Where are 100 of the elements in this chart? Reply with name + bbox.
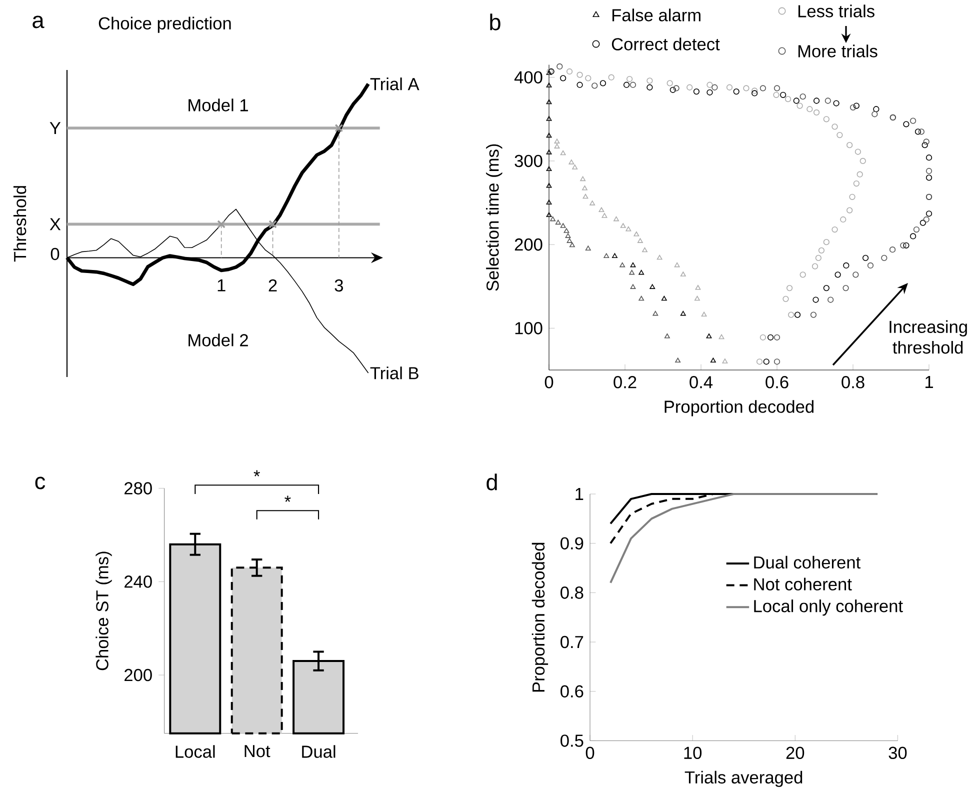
point [582, 185, 588, 190]
point [694, 296, 700, 301]
point [620, 262, 626, 268]
point [718, 334, 724, 340]
y-tick-label: 0.8 [560, 586, 584, 599]
point [850, 104, 856, 111]
text: b [490, 14, 500, 30]
x-tick-label: 1 [218, 279, 226, 292]
point [794, 312, 801, 318]
y-tick-label: 240 [124, 576, 152, 588]
point [788, 312, 794, 318]
point [853, 102, 860, 109]
point [813, 109, 820, 116]
point [546, 99, 552, 104]
point [642, 247, 648, 252]
x-tick-label: 0.4 [690, 376, 713, 388]
point [926, 168, 932, 174]
point [566, 238, 572, 243]
point [580, 176, 586, 182]
x-tick-label: 2 [268, 279, 277, 292]
text: a [32, 16, 44, 28]
point [629, 270, 635, 275]
point [566, 68, 573, 75]
point [823, 239, 830, 246]
point [856, 171, 863, 178]
y-tick-label: 280 [124, 482, 152, 494]
point [763, 358, 770, 365]
point [555, 220, 561, 225]
point [560, 75, 566, 82]
point [726, 84, 733, 90]
point [546, 82, 552, 88]
point [656, 254, 662, 260]
point [670, 86, 676, 93]
point [560, 223, 566, 228]
point [585, 75, 592, 82]
point [576, 72, 583, 78]
point [836, 132, 843, 138]
point [592, 82, 598, 89]
legend-label: Not coherent [754, 578, 852, 590]
x-tick-label: 1 [926, 376, 933, 388]
point [852, 272, 859, 278]
text: 0 [50, 248, 60, 260]
point [774, 85, 780, 92]
point [582, 194, 588, 199]
x-tick-label: 30 [888, 746, 907, 760]
point [630, 262, 636, 268]
y-axis-title: Proportion decoded [532, 542, 548, 692]
x-tick-label: Local [176, 745, 215, 758]
point [712, 84, 718, 90]
point [784, 96, 792, 102]
point [903, 121, 910, 128]
point [638, 296, 644, 301]
series-label: Trial A [370, 78, 420, 90]
point [881, 254, 888, 262]
point [760, 334, 766, 340]
point [634, 231, 640, 236]
point [733, 88, 740, 95]
point [650, 284, 656, 289]
chart-title: Choice prediction [98, 16, 231, 33]
point [598, 207, 604, 212]
point [832, 124, 838, 130]
point [568, 160, 574, 164]
point [828, 296, 834, 303]
point [710, 358, 716, 363]
point [774, 334, 780, 340]
point [846, 142, 853, 148]
point [842, 284, 849, 292]
y-tick-label: 400 [514, 71, 542, 84]
point [666, 80, 673, 86]
point [743, 85, 750, 92]
point [823, 284, 830, 292]
point [585, 246, 591, 250]
text: c [35, 476, 46, 490]
point [630, 82, 636, 88]
y-tick-label: 300 [514, 154, 542, 168]
point [612, 253, 618, 258]
point [812, 296, 819, 303]
point [922, 142, 928, 148]
point [674, 262, 680, 268]
point [806, 106, 813, 112]
point [774, 358, 780, 365]
point [722, 358, 728, 364]
point [626, 76, 633, 82]
point [854, 148, 862, 155]
point [926, 210, 932, 217]
y-axis-title: Threshold [13, 186, 26, 262]
point [693, 88, 700, 95]
point [604, 253, 610, 258]
point [638, 270, 644, 275]
point [815, 254, 822, 262]
point [923, 216, 930, 223]
y-axis-title: Selection time (ms) [486, 144, 502, 291]
point [546, 200, 552, 204]
ref-line-label: X [50, 218, 61, 230]
point [918, 128, 924, 135]
point [923, 138, 930, 145]
point [626, 226, 632, 232]
point [793, 98, 800, 104]
point [550, 216, 556, 222]
point [546, 182, 552, 188]
